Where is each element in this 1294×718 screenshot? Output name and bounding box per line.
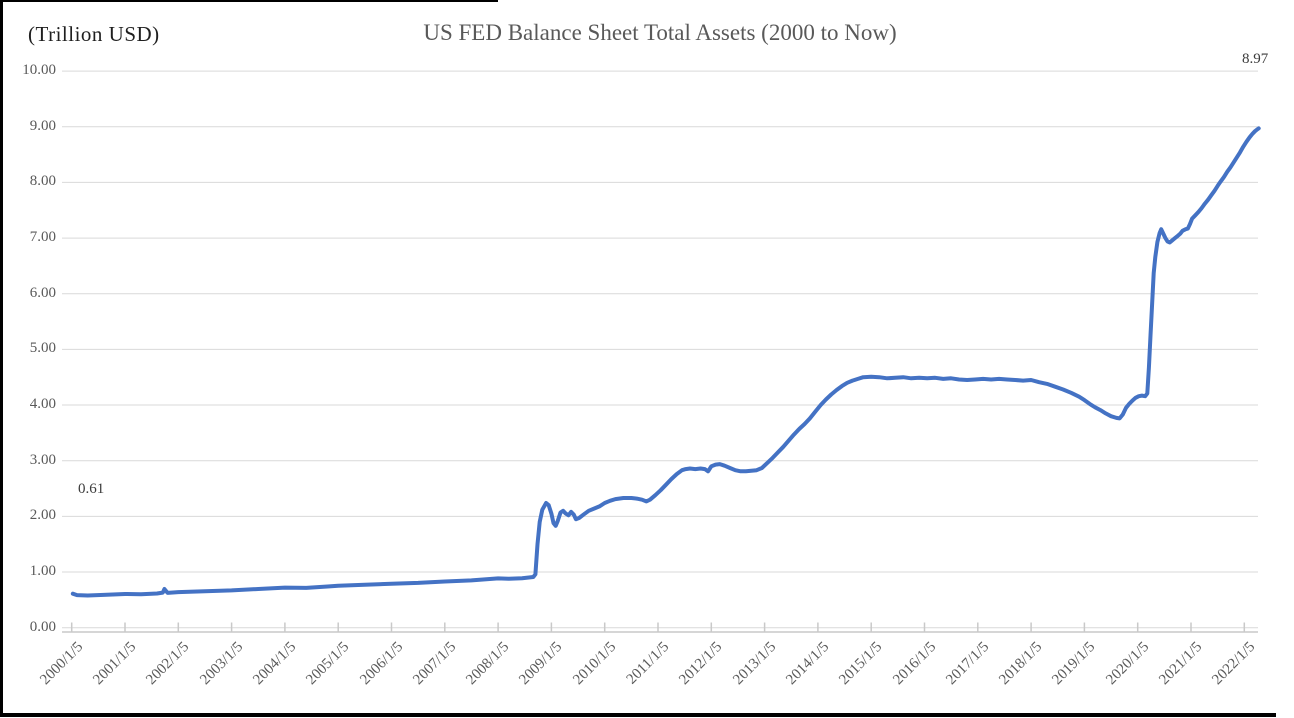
y-tick-label: 7.00 bbox=[29, 229, 56, 246]
gridlines bbox=[62, 70, 1258, 629]
annotation-leader-lines bbox=[68, 69, 1260, 591]
window-border-bottom bbox=[0, 713, 1276, 717]
y-tick-label: 10.00 bbox=[22, 62, 56, 79]
x-axis bbox=[62, 622, 1258, 633]
y-tick-label: 4.00 bbox=[29, 396, 56, 413]
window-border-left bbox=[0, 0, 3, 717]
y-tick-label: 1.00 bbox=[29, 563, 56, 580]
y-tick-label: 6.00 bbox=[29, 284, 56, 301]
data-series-line bbox=[70, 126, 1261, 598]
leader-line bbox=[68, 501, 95, 591]
data-label-8-97: 8.97 bbox=[1242, 51, 1269, 67]
y-tick-label: 3.00 bbox=[29, 451, 56, 468]
y-tick-label: 9.00 bbox=[29, 117, 56, 134]
y-tick-label: 5.00 bbox=[29, 340, 56, 357]
chart-title: US FED Balance Sheet Total Assets (2000 … bbox=[423, 20, 897, 45]
data-label-0-61: 0.61 bbox=[78, 481, 105, 497]
y-tick-label: 0.00 bbox=[29, 618, 56, 635]
y-tick-label: 8.00 bbox=[29, 173, 56, 190]
window-border-top bbox=[0, 0, 498, 2]
leader-line bbox=[1256, 69, 1260, 126]
y-tick-label: 2.00 bbox=[29, 507, 56, 524]
y-axis-units-label: (Trillion USD) bbox=[28, 22, 160, 46]
